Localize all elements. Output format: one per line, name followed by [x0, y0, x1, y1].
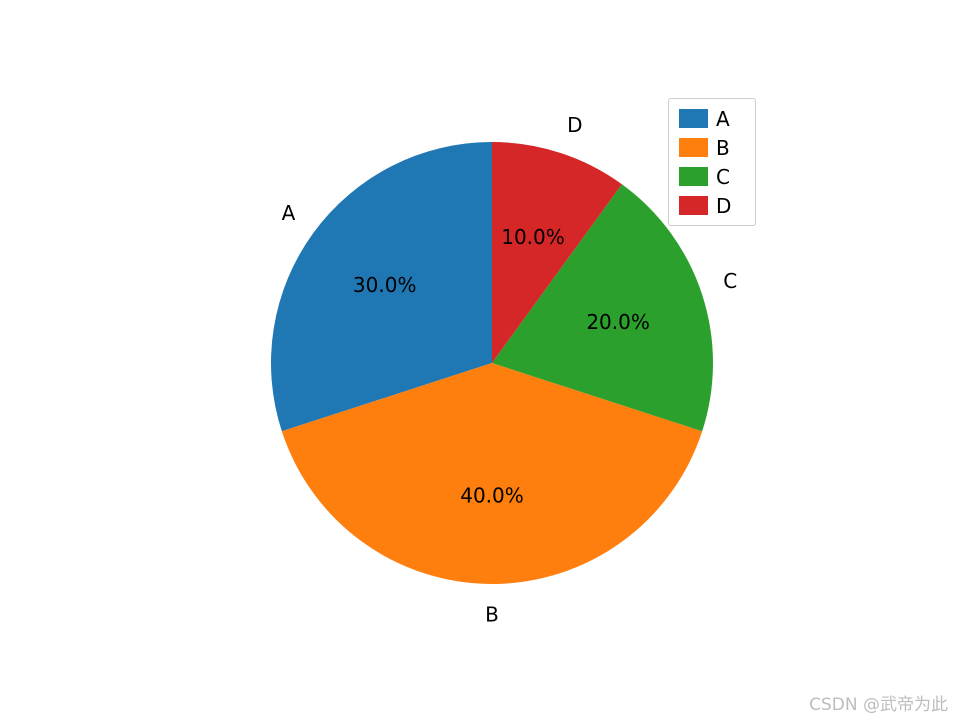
legend-swatch-B — [679, 138, 708, 157]
legend-swatch-D — [679, 196, 708, 215]
slice-label-D: D — [567, 113, 582, 137]
legend-item-B: B — [679, 135, 731, 160]
percent-label-B: 40.0% — [460, 484, 524, 508]
legend-label-A: A — [716, 106, 730, 131]
legend-swatch-A — [679, 109, 708, 128]
watermark-text: CSDN @武帝为此 — [809, 695, 948, 715]
legend-label-B: B — [716, 135, 730, 160]
slice-label-B: B — [485, 602, 499, 626]
pie-slice-B — [281, 363, 703, 584]
legend-label-C: C — [716, 164, 730, 189]
legend-item-C: C — [679, 164, 731, 189]
slice-label-C: C — [723, 269, 737, 293]
pie-slice-D — [492, 142, 622, 363]
percent-label-C: 20.0% — [586, 310, 650, 334]
legend-swatch-C — [679, 167, 708, 186]
percent-label-D: 10.0% — [501, 225, 565, 249]
percent-label-A: 30.0% — [353, 273, 417, 297]
pie-slice-A — [271, 142, 492, 432]
legend-item-D: D — [679, 193, 731, 218]
legend-item-A: A — [679, 106, 731, 131]
legend-label-D: D — [716, 193, 732, 218]
pie-slice-C — [492, 184, 713, 432]
slice-label-A: A — [282, 201, 296, 225]
